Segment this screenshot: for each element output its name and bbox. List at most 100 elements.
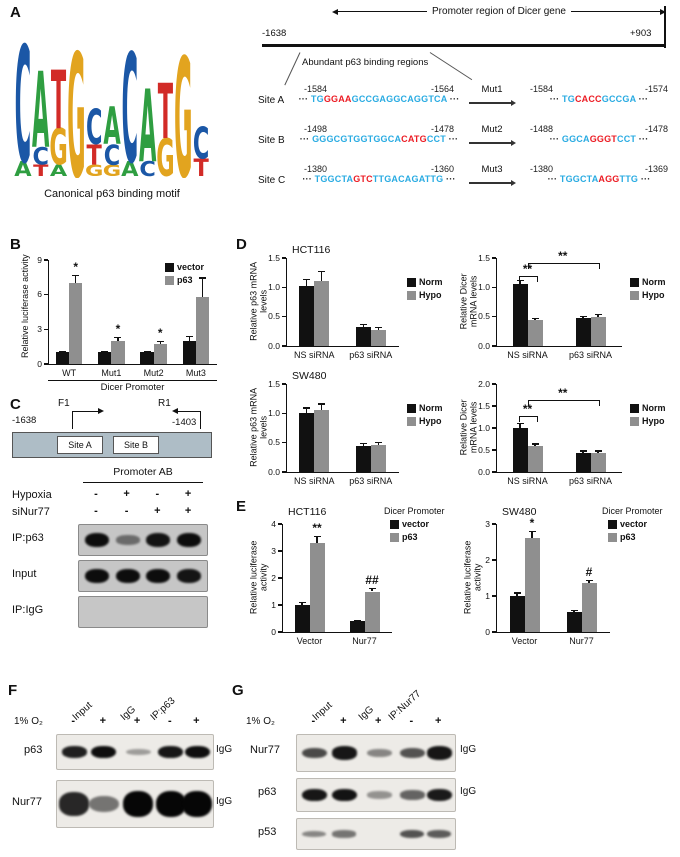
oxygen-condition-label: 1% O₂: [14, 716, 43, 727]
seq-segment: TGGCTA: [314, 174, 354, 184]
error-bar-cap: [143, 350, 151, 352]
x-axis: [282, 632, 392, 634]
lane-sign: -: [124, 505, 129, 517]
chart-title: HCT116: [288, 506, 327, 518]
seq-segment: TG: [310, 94, 324, 104]
seq-segment: GTC: [353, 174, 373, 184]
y-tick: [492, 316, 496, 318]
bar-vector-Vector: [509, 596, 525, 632]
blot-band: [366, 748, 392, 758]
y-tick: [282, 316, 286, 318]
blot-row-label-nur77: Nur77: [250, 744, 280, 756]
callout-line-right: [429, 52, 473, 81]
primer-r1-arrowhead-icon: [172, 408, 178, 414]
blot-row-label-p53: p53: [258, 826, 277, 838]
y-tick-label: 3: [485, 518, 490, 529]
y-axis: [496, 258, 498, 346]
lane-sign: +: [434, 715, 442, 727]
y-tick-label: 0: [271, 626, 276, 637]
blot-band: [155, 791, 186, 817]
hypoxia-signs-row: - + - +: [78, 488, 206, 500]
logo-letter: A: [32, 50, 49, 172]
error-bar-cap: [303, 279, 311, 281]
y-tick: [492, 449, 496, 451]
primer-f1-arrow-line: [72, 411, 98, 413]
blot-band: [332, 830, 357, 838]
mutant-start-coord: -1380: [530, 164, 554, 174]
legend-swatch: [407, 277, 416, 287]
blot-band: [125, 748, 151, 756]
significance-marker: **: [522, 401, 533, 416]
lane-sign: +: [184, 488, 192, 500]
significance-marker: **: [558, 249, 568, 264]
error-bar-cap: [594, 313, 602, 315]
mutation-name: Mut3: [481, 164, 503, 175]
legend-item: vector: [390, 519, 429, 529]
blot-right-label-igg: IgG: [460, 744, 477, 755]
condition-hypoxia-label: Hypoxia: [12, 489, 52, 501]
y-tick: [492, 427, 496, 429]
y-tick-label: 1.5: [478, 400, 490, 411]
y-tick-label: 0.0: [478, 466, 490, 477]
chart-title: SW480: [292, 370, 327, 382]
mutant-sequence: ··· GGCAGGGTCCT ···: [524, 134, 674, 144]
mutant-end-coord: -1478: [644, 124, 668, 134]
bar-Norm-p63 siRNA: [575, 452, 591, 472]
error-bar-cap: [313, 536, 321, 538]
legend-swatch: [407, 416, 416, 426]
y-tick: [44, 363, 48, 365]
blot-p53: [296, 818, 456, 850]
y-tick: [278, 550, 282, 552]
legend-label: Norm: [419, 277, 443, 288]
error-bar: [377, 442, 379, 445]
gel-ip-p63: [78, 524, 208, 556]
legend-item: p63: [165, 275, 193, 285]
x-category-label: p63 siRNA: [568, 350, 613, 360]
site-sequence: ··· GGGCGTGGTGGCACATGCCT ···: [298, 134, 460, 144]
chart-hct116-p63-mrna: HCT116 Relative p63 mRNA levels 0.0 0.5 1.0 1…: [246, 244, 451, 366]
logo-letter: C: [104, 138, 120, 171]
site-coords: -1380 -1360: [298, 164, 460, 174]
x-category-label: p63 siRNA: [568, 476, 613, 486]
y-tick-label: 0.0: [268, 466, 280, 477]
seq-segment: ···: [298, 94, 311, 104]
logo-letter: T: [87, 138, 103, 171]
error-bar: [534, 443, 536, 447]
primer-f1-label: F1: [58, 398, 70, 409]
site-start-coord: -1498: [304, 124, 328, 134]
legend-swatch: [165, 275, 174, 285]
legend-item: Norm: [630, 277, 666, 287]
blot-right-label-igg: IgG: [216, 796, 233, 807]
bar-Norm-p63 siRNA: [575, 318, 591, 346]
bar-Norm-p63 siRNA: [355, 326, 371, 346]
oxygen-signs-row: - + + - +: [56, 715, 212, 727]
seq-segment: ···: [636, 134, 649, 144]
y-tick: [278, 631, 282, 633]
y-axis: [48, 260, 50, 364]
legend-label: Norm: [419, 403, 443, 414]
y-tick: [492, 286, 496, 288]
site-a-box: Site A: [57, 436, 103, 454]
mutant-start-coord: -1488: [530, 124, 554, 134]
error-bar-cap: [368, 588, 376, 590]
chart-sw480-p63-mrna: SW480 Relative p63 mRNA levels 0.0 0.5 1.0 1.…: [246, 370, 451, 492]
error-bar: [531, 531, 533, 539]
binding-regions-label: Abundant p63 binding regions: [302, 57, 429, 68]
error-bar: [75, 275, 77, 284]
blot-band: [59, 792, 90, 816]
panel-b-label: B: [10, 236, 21, 253]
seq-segment: GGGT: [589, 134, 617, 144]
y-tick-label: 1: [271, 599, 276, 610]
lane-sign: +: [99, 715, 107, 727]
y-tick-label: 2.0: [478, 378, 490, 389]
error-bar-cap: [359, 324, 367, 326]
panel-c-label: C: [10, 396, 21, 413]
error-bar-cap: [531, 317, 539, 320]
blot-band: [84, 568, 109, 584]
blot-band: [399, 790, 425, 800]
error-bar: [321, 403, 323, 411]
seq-segment: TGGCTA: [559, 174, 599, 184]
significance-marker: *: [157, 325, 163, 340]
mutant-sequence: ··· TGCACCGCCGA ···: [524, 94, 674, 104]
